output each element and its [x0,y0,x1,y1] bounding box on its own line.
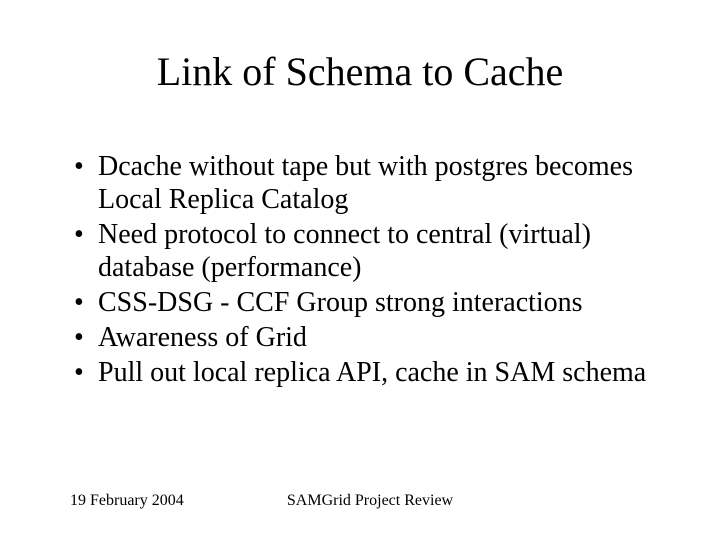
bullet-item: Need protocol to connect to central (vir… [70,218,670,284]
bullet-item: Awareness of Grid [70,321,670,354]
slide-title: Link of Schema to Cache [0,48,720,95]
slide: Link of Schema to Cache Dcache without t… [0,0,720,540]
bullet-item: CSS-DSG - CCF Group strong interactions [70,286,670,319]
bullet-item: Pull out local replica API, cache in SAM… [70,356,670,389]
slide-body: Dcache without tape but with postgres be… [70,150,670,391]
footer-center: SAMGrid Project Review [70,492,670,510]
slide-footer: 19 February 2004 SAMGrid Project Review [70,492,670,510]
bullet-item: Dcache without tape but with postgres be… [70,150,670,216]
bullet-list: Dcache without tape but with postgres be… [70,150,670,389]
